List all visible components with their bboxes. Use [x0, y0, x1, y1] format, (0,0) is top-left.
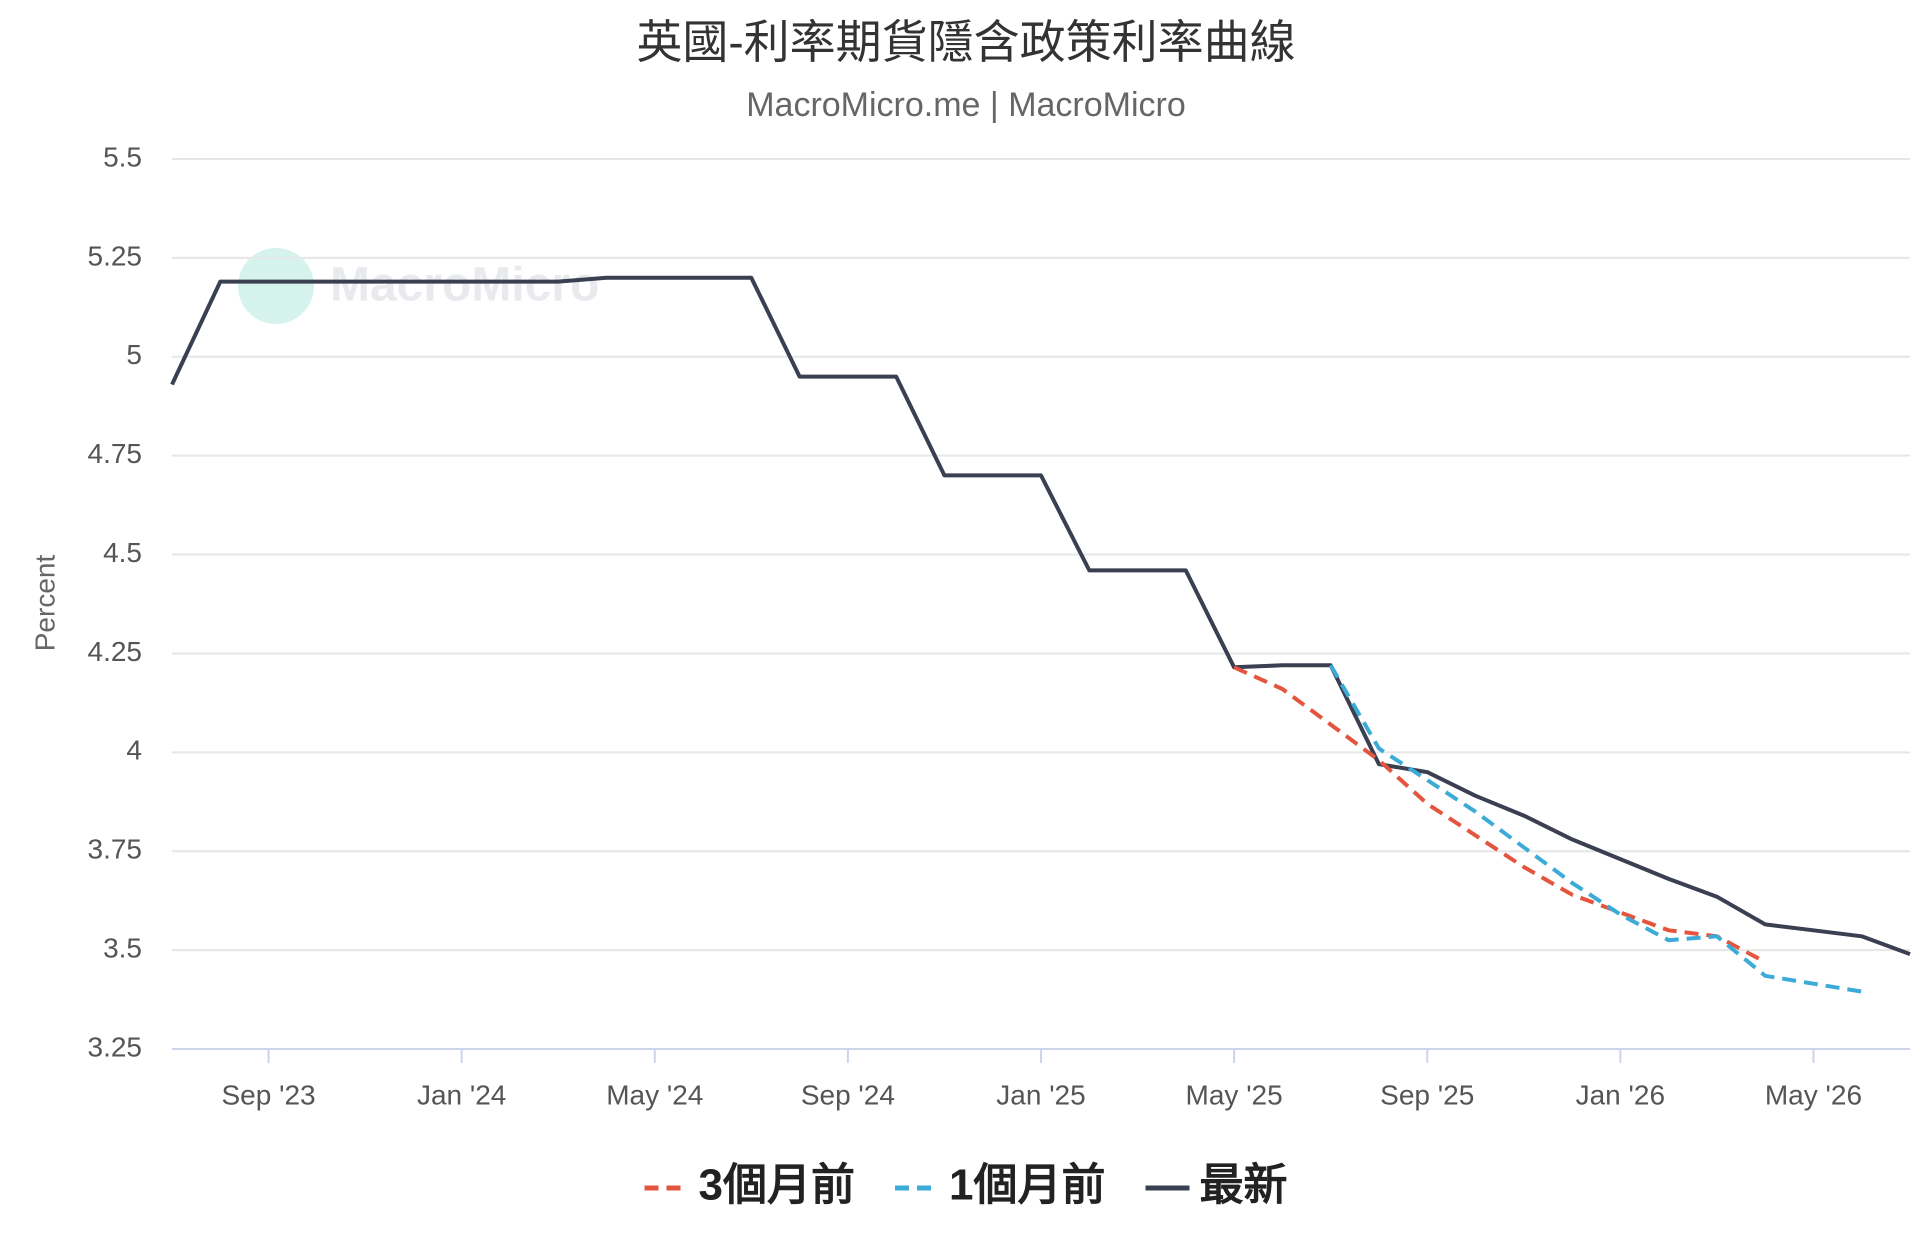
- series-line: [1233, 665, 1767, 964]
- y-tick-label: 4.5: [103, 537, 142, 568]
- legend-label: 1個月前: [949, 1161, 1105, 1210]
- x-tick-label: Jan '26: [1576, 1079, 1665, 1110]
- y-tick-label: 3.25: [88, 1031, 143, 1062]
- y-tick-label: 5.5: [103, 141, 142, 172]
- x-tick-label: Jan '25: [996, 1079, 1085, 1110]
- x-tick-label: Sep '23: [222, 1079, 316, 1110]
- series-line: [170, 275, 1911, 956]
- chart-title: 英國-利率期貨隱含政策利率曲線: [636, 16, 1295, 68]
- y-tick-label: 4: [126, 735, 142, 766]
- x-tick-label: Sep '24: [801, 1079, 895, 1110]
- legend-label: 最新: [1199, 1161, 1287, 1210]
- y-tick-label: 4.25: [88, 636, 143, 667]
- y-tick-label: 5: [126, 339, 142, 370]
- chart-subtitle: MacroMicro.me | MacroMicro: [746, 86, 1186, 124]
- y-tick-label: 3.5: [103, 933, 142, 964]
- legend-label: 3個月前: [699, 1161, 855, 1210]
- watermark: MacroMicro: [330, 259, 599, 312]
- x-tick-label: Jan '24: [417, 1079, 506, 1110]
- x-tick-label: May '24: [606, 1079, 703, 1110]
- x-tick-label: May '26: [1765, 1079, 1862, 1110]
- y-tick-label: 5.25: [88, 240, 143, 271]
- series-line: [1328, 664, 1863, 994]
- y-axis-label: Percent: [29, 555, 60, 652]
- watermark-logo: [238, 248, 314, 324]
- y-tick-label: 4.75: [88, 438, 143, 469]
- y-tick-label: 3.75: [88, 834, 143, 865]
- x-tick-label: May '25: [1186, 1079, 1283, 1110]
- x-tick-label: Sep '25: [1380, 1079, 1474, 1110]
